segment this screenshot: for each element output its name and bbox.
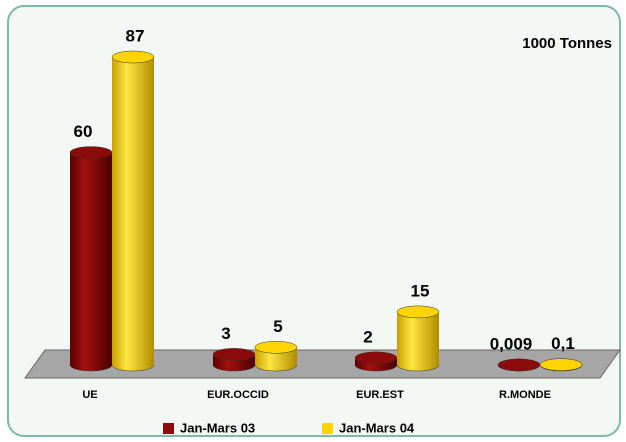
bar-part	[69, 146, 113, 159]
data-label: 5	[273, 317, 282, 336]
bar-part	[497, 358, 541, 372]
x-tick-label: EUR.EST	[356, 389, 404, 401]
bar-part	[70, 152, 112, 365]
legend-swatch	[163, 423, 174, 434]
chart-frame	[7, 5, 621, 437]
annotation: 1000 Tonnes	[522, 35, 612, 52]
bar	[69, 146, 113, 372]
data-label: 15	[411, 281, 430, 300]
data-label: 60	[74, 122, 93, 141]
bar	[254, 341, 298, 372]
bar-part	[354, 351, 398, 365]
data-label: 0,1	[551, 334, 575, 353]
bar	[539, 358, 583, 372]
data-label: 87	[126, 26, 145, 45]
bar-part	[111, 50, 155, 64]
bar-part	[112, 57, 154, 365]
bar	[497, 358, 541, 372]
legend-label: Jan-Mars 04	[339, 420, 415, 435]
x-tick-label: EUR.OCCID	[207, 389, 269, 401]
data-label: 3	[221, 324, 230, 343]
bar-part	[254, 341, 298, 354]
bar-part	[539, 358, 583, 371]
legend-label: Jan-Mars 03	[180, 420, 255, 435]
bar	[212, 348, 256, 372]
bar-part	[396, 305, 440, 319]
bar	[396, 305, 440, 372]
bar	[354, 351, 398, 372]
x-tick-label: R.MONDE	[499, 389, 551, 401]
legend-swatch	[322, 423, 333, 434]
bar-part	[212, 348, 256, 361]
bar	[111, 50, 155, 372]
data-label: 2	[363, 327, 372, 346]
x-tick-label: UE	[82, 389, 97, 401]
data-label: 0,009	[490, 334, 533, 353]
bar-part	[397, 311, 439, 365]
